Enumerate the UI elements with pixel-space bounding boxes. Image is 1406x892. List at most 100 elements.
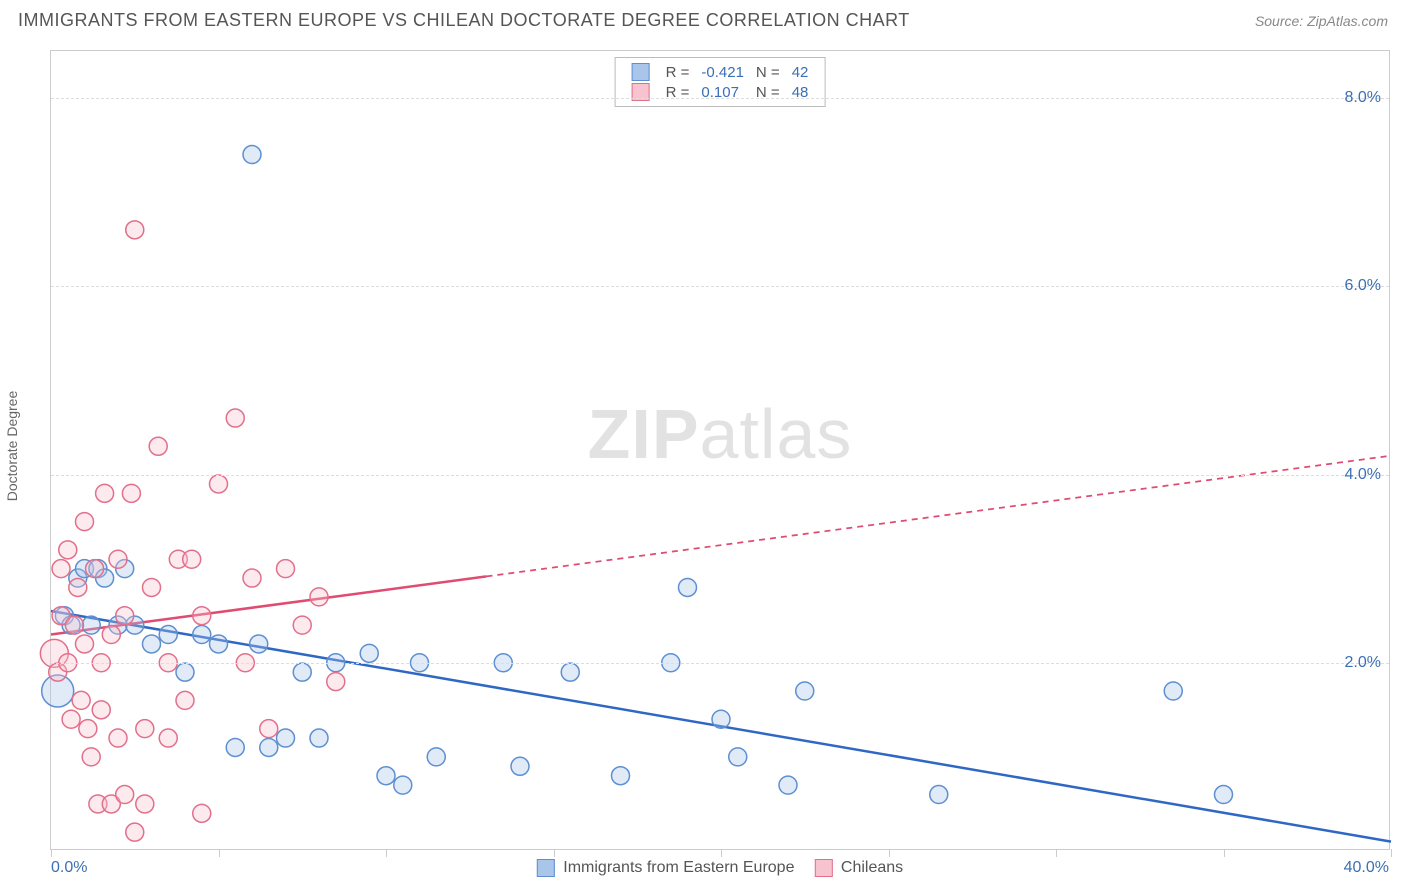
data-point xyxy=(243,146,261,164)
data-point xyxy=(779,776,797,794)
data-point xyxy=(65,616,83,634)
data-point xyxy=(612,767,630,785)
data-point xyxy=(193,626,211,644)
data-point xyxy=(109,729,127,747)
data-point xyxy=(82,616,100,634)
data-point xyxy=(243,569,261,587)
data-point xyxy=(327,673,345,691)
data-point xyxy=(360,644,378,662)
x-axis-min-label: 0.0% xyxy=(51,859,87,877)
x-tick xyxy=(386,849,387,857)
data-point xyxy=(52,560,70,578)
data-point xyxy=(176,663,194,681)
data-point xyxy=(210,635,228,653)
legend-series-item: Immigrants from Eastern Europe xyxy=(537,859,795,876)
data-point xyxy=(277,560,295,578)
data-point xyxy=(193,607,211,625)
data-point xyxy=(59,541,77,559)
data-point xyxy=(277,729,295,747)
plot-area: ZIPatlas R =-0.421N =42R =0.107N =48 2.0… xyxy=(51,51,1389,849)
data-point xyxy=(62,710,80,728)
legend-n-value: 48 xyxy=(786,82,815,102)
y-tick-label: 6.0% xyxy=(1345,277,1381,295)
x-tick xyxy=(1224,849,1225,857)
data-point xyxy=(143,578,161,596)
data-point xyxy=(109,550,127,568)
source-attribution: Source: ZipAtlas.com xyxy=(1255,13,1388,29)
data-point xyxy=(116,786,134,804)
data-point xyxy=(930,786,948,804)
y-tick-label: 8.0% xyxy=(1345,89,1381,107)
x-tick xyxy=(51,849,52,857)
data-point xyxy=(193,804,211,822)
legend-series-item: Chileans xyxy=(814,859,903,876)
data-point xyxy=(293,616,311,634)
chart-container: ZIPatlas R =-0.421N =42R =0.107N =48 2.0… xyxy=(50,50,1390,850)
data-point xyxy=(136,795,154,813)
data-point xyxy=(394,776,412,794)
data-point xyxy=(159,626,177,644)
data-point xyxy=(712,710,730,728)
data-point xyxy=(561,663,579,681)
data-point xyxy=(310,588,328,606)
data-point xyxy=(143,635,161,653)
data-point xyxy=(72,691,90,709)
gridline-h xyxy=(51,475,1389,476)
y-tick-label: 2.0% xyxy=(1345,654,1381,672)
chart-title: IMMIGRANTS FROM EASTERN EUROPE VS CHILEA… xyxy=(18,10,910,31)
data-point xyxy=(1215,786,1233,804)
legend-swatch xyxy=(632,63,650,81)
legend-n-label: N = xyxy=(750,82,786,102)
data-point xyxy=(293,663,311,681)
data-point xyxy=(79,720,97,738)
data-point xyxy=(183,550,201,568)
data-point xyxy=(69,578,87,596)
data-point xyxy=(76,513,94,531)
x-tick xyxy=(1391,849,1392,857)
plot-svg xyxy=(51,51,1389,849)
data-point xyxy=(250,635,268,653)
data-point xyxy=(226,409,244,427)
data-point xyxy=(176,691,194,709)
data-point xyxy=(86,560,104,578)
data-point xyxy=(796,682,814,700)
data-point xyxy=(310,729,328,747)
legend-correlation-row: R =0.107N =48 xyxy=(626,82,815,102)
data-point xyxy=(82,748,100,766)
x-tick xyxy=(554,849,555,857)
legend-r-label: R = xyxy=(660,82,696,102)
legend-series-label: Chileans xyxy=(841,859,903,876)
data-point xyxy=(136,720,154,738)
legend-r-label: R = xyxy=(660,62,696,82)
data-point xyxy=(116,607,134,625)
legend-r-value: -0.421 xyxy=(695,62,750,82)
data-point xyxy=(122,484,140,502)
legend-series: Immigrants from Eastern Europe Chileans xyxy=(527,859,913,877)
x-tick xyxy=(889,849,890,857)
legend-correlation-row: R =-0.421N =42 xyxy=(626,62,815,82)
data-point xyxy=(679,578,697,596)
gridline-h xyxy=(51,663,1389,664)
x-tick xyxy=(1056,849,1057,857)
data-point xyxy=(260,738,278,756)
data-point xyxy=(377,767,395,785)
y-tick-label: 4.0% xyxy=(1345,466,1381,484)
legend-n-label: N = xyxy=(750,62,786,82)
data-point xyxy=(102,626,120,644)
legend-n-value: 42 xyxy=(786,62,815,82)
x-tick xyxy=(721,849,722,857)
data-point xyxy=(126,221,144,239)
x-axis-max-label: 40.0% xyxy=(1344,859,1389,877)
legend-r-value: 0.107 xyxy=(695,82,750,102)
x-tick xyxy=(219,849,220,857)
legend-swatch xyxy=(814,859,832,877)
data-point xyxy=(92,701,110,719)
gridline-h xyxy=(51,98,1389,99)
data-point xyxy=(210,475,228,493)
data-point xyxy=(1164,682,1182,700)
y-axis-label: Doctorate Degree xyxy=(4,391,20,502)
data-point xyxy=(511,757,529,775)
data-point xyxy=(260,720,278,738)
data-point xyxy=(96,484,114,502)
legend-correlation: R =-0.421N =42R =0.107N =48 xyxy=(615,57,826,107)
